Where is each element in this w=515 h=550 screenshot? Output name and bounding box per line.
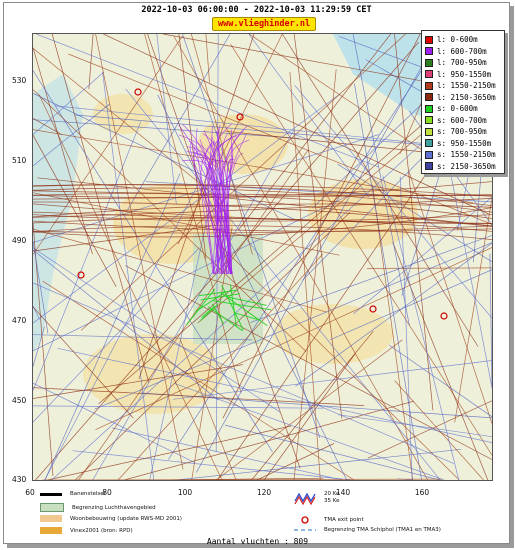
legend-vinex: Vinex2001 (bron: RPD) — [40, 527, 133, 534]
legend-swatch — [425, 116, 433, 124]
legend-swatch — [425, 35, 433, 44]
contour-icon — [294, 492, 316, 505]
contour-labels: 20 Ke 35 Ke — [324, 491, 339, 505]
legend-housing: Woonbebouwing (update RWS-MD 2001) — [40, 515, 182, 522]
time-range-title: 2022-10-03 06:00:00 - 2022-10-03 11:29:5… — [141, 5, 372, 15]
flight-tracks — [33, 34, 492, 480]
legend-swatch — [425, 70, 433, 78]
legend-label: s: 950-1550m — [437, 138, 492, 148]
vinex-label: Vinex2001 (bron: RPD) — [70, 527, 133, 534]
legend-swatch — [425, 162, 433, 170]
brand-badge[interactable]: www.vlieghinder.nl — [212, 17, 317, 31]
altitude-legend: l: 0-600m l: 600-700m l: 700-950m l: 950-15… — [421, 30, 505, 174]
legend-label: l: 0-600m — [437, 35, 478, 44]
legend-label: s: 600-700m — [437, 115, 487, 125]
legend-item: s: 0-600m — [425, 103, 478, 114]
legend-item: l: 1550-2150m — [425, 80, 496, 91]
x-tick-100: 100 — [177, 488, 193, 497]
legend-item: l: 0-600m — [425, 34, 478, 45]
tma-exit-icon — [301, 516, 309, 524]
legend-item: l: 2150-3650m — [425, 92, 496, 103]
legend-label: l: 2150-3650m — [437, 92, 496, 102]
flight-track-map[interactable] — [32, 33, 493, 481]
contour-35-label: 35 Ke — [324, 498, 340, 504]
airport-boundary-label: Begrenzing Luchthavengebied — [72, 504, 156, 511]
legend-item: l: 700-950m — [425, 57, 487, 68]
x-tick-120: 120 — [256, 488, 272, 497]
airport-swatch — [40, 503, 64, 512]
x-tick-160: 160 — [414, 488, 430, 497]
housing-label: Woonbebouwing (update RWS-MD 2001) — [70, 515, 182, 522]
urban-area — [83, 334, 223, 414]
legend-label: s: 0-600m — [437, 104, 478, 113]
y-tick-430: 430 — [12, 475, 27, 484]
legend-label: l: 1550-2150m — [437, 81, 496, 90]
y-tick-530: 530 — [12, 76, 27, 85]
y-tick-450: 450 — [12, 396, 27, 405]
y-tick-470: 470 — [12, 316, 27, 325]
urban-area — [273, 304, 393, 364]
legend-label: l: 700-950m — [437, 58, 487, 67]
tma-exit-point — [236, 113, 244, 121]
legend-label: l: 600-700m — [437, 46, 487, 56]
legend-label: s: 1550-2150m — [437, 150, 496, 159]
legend-tma-boundary: Begrenzing TMA Schiphol (TMA1 en TMA3) — [294, 527, 441, 533]
tma-exit-point — [77, 271, 85, 279]
tma-exit-point — [134, 88, 142, 96]
x-tick-60: 60 — [25, 488, 35, 497]
y-tick-490: 490 — [12, 236, 27, 245]
y-tick-510: 510 — [12, 156, 27, 165]
legend-item: s: 1550-2150m — [425, 149, 496, 160]
legend-label: l: 950-1550m — [437, 69, 492, 79]
coast-water — [33, 74, 83, 354]
legend-item: s: 700-950m — [425, 126, 487, 137]
legend-swatch — [425, 139, 433, 147]
x-tick-140: 140 — [335, 488, 351, 497]
legend-item: s: 2150-3650m — [425, 161, 496, 172]
x-tick-80: 80 — [102, 488, 112, 497]
legend-swatch — [425, 150, 433, 159]
vinex-swatch — [40, 527, 62, 534]
legend-swatch — [425, 58, 433, 67]
legend-swatch — [425, 47, 433, 55]
legend-label: s: 2150-3650m — [437, 161, 496, 171]
legend-tma-exit: TMA exit point — [294, 515, 364, 525]
legend-swatch — [425, 93, 433, 101]
legend-airport-boundary: Begrenzing Luchthavengebied — [40, 503, 156, 512]
legend-item: s: 600-700m — [425, 115, 487, 126]
urban-area — [93, 94, 153, 134]
legend-item: s: 950-1550m — [425, 138, 491, 149]
runway-label: Banenstelsel — [70, 491, 106, 497]
tma-boundary-icon — [294, 529, 316, 531]
tma-exit-label: TMA exit point — [324, 517, 364, 523]
tma-exit-point — [369, 305, 377, 313]
contour-20-label: 20 Ke — [324, 491, 340, 497]
legend-swatch — [425, 81, 433, 90]
map-frame: 2022-10-03 06:00:00 - 2022-10-03 11:29:5… — [3, 2, 510, 544]
legend-swatch — [425, 104, 433, 113]
legend-runway: Banenstelsel — [40, 491, 105, 497]
tma-exit-point — [440, 312, 448, 320]
legend-contours: 20 Ke 35 Ke — [294, 491, 339, 505]
tma-boundary-label: Begrenzing TMA Schiphol (TMA1 en TMA3) — [324, 527, 441, 533]
housing-swatch — [40, 515, 62, 522]
flight-count: Aantal vluchten : 809 — [206, 537, 309, 546]
legend-item: l: 950-1550m — [425, 69, 491, 80]
runway-swatch — [40, 492, 62, 496]
map-symbol-legend: Banenstelsel Begrenzing Luchthavengebied… — [32, 485, 491, 541]
legend-swatch — [425, 127, 433, 136]
legend-label: s: 700-950m — [437, 127, 487, 136]
legend-item: l: 600-700m — [425, 46, 487, 57]
